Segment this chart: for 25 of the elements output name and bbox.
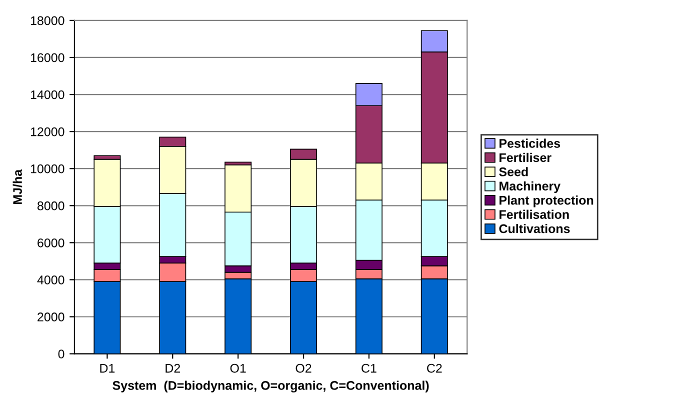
legend-label: Machinery	[500, 181, 560, 193]
x-tick-label: C2	[427, 364, 442, 373]
x-tick-label: O1	[230, 364, 246, 373]
y-tick-label: 14000	[30, 90, 64, 100]
legend-label: Seed	[499, 167, 528, 176]
y-tick-label: 10000	[30, 164, 64, 174]
y-tick-label: 2000	[38, 312, 64, 322]
legend-label: Fertilisation	[500, 210, 569, 219]
y-tick-label: 8000	[37, 201, 64, 210]
legend-label: Plant protection	[500, 196, 594, 208]
x-tick-label: D2	[166, 364, 180, 373]
legend-label: Fertiliser	[500, 152, 552, 162]
y-tick-label: 4000	[37, 276, 64, 284]
x-axis-title: System (D=biodynamic, O=organic, C=Conventional)	[112, 380, 429, 392]
legend-label: Pesticides	[500, 138, 560, 148]
x-tick-label: C1	[362, 364, 376, 373]
y-tick-label: 12000	[30, 127, 64, 136]
y-tick-label: 18000	[30, 16, 64, 26]
x-tick-label: O2	[296, 364, 312, 373]
legend-label: Cultivations	[499, 224, 570, 234]
y-tick-label: 6000	[38, 238, 64, 248]
y-axis-title: MJ/ha	[12, 169, 22, 204]
x-tick-label: D1	[100, 364, 115, 373]
y-tick-label: 0	[58, 350, 64, 358]
y-tick-label: 16000	[30, 53, 64, 62]
